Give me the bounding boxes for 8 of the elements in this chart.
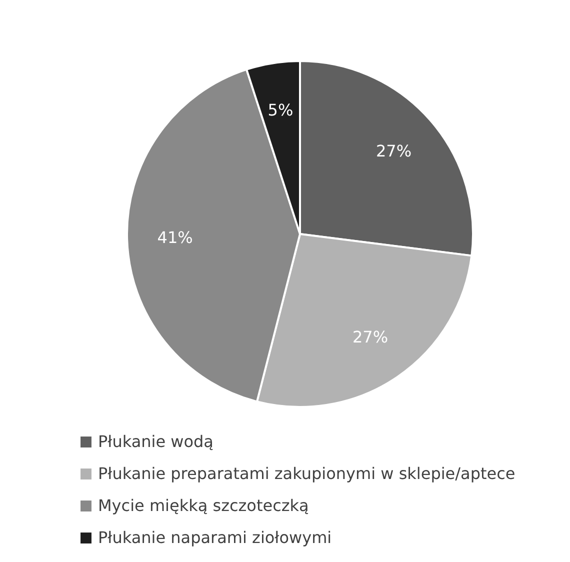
legend-label: Płukanie naparami ziołowymi [98,528,332,547]
legend-label: Płukanie preparatami zakupionymi w sklepie/aptece [98,464,516,483]
data-label: 27% [376,141,412,160]
data-label: 5% [268,100,294,120]
legend-label: Płukanie wodą [98,432,214,451]
data-label: 41% [157,228,193,247]
legend-label: Mycie miękką szczoteczką [98,496,310,515]
data-label: 27% [352,327,388,346]
